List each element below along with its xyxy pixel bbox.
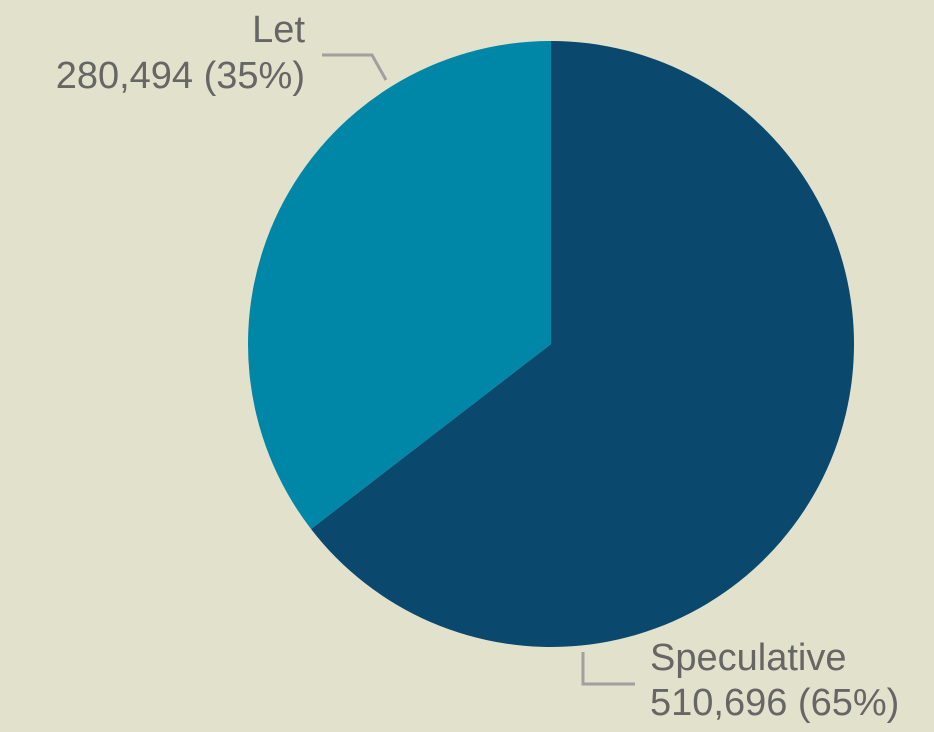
leader-line <box>322 53 388 81</box>
slice-value-label: 280,494 (35%) <box>56 55 305 97</box>
pie-slice <box>248 41 552 529</box>
slice-value-label: 510,696 (65%) <box>650 682 899 724</box>
pie-slice <box>311 41 854 647</box>
leader-line <box>581 652 635 686</box>
slice-label: Let <box>252 9 305 51</box>
slice-label: Speculative <box>650 637 846 679</box>
